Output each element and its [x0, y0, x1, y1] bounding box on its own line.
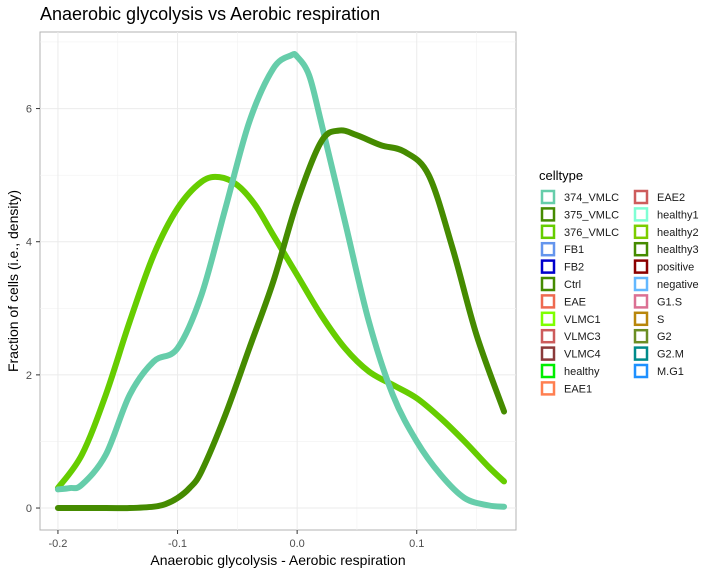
legend-label: M.G1 — [657, 366, 684, 378]
legend-key — [633, 363, 649, 379]
legend-key — [633, 189, 649, 205]
y-tick-label: 2 — [26, 370, 32, 382]
legend-label: negative — [657, 279, 699, 291]
legend-key — [633, 294, 649, 309]
legend-key — [540, 189, 556, 205]
legend-key — [540, 224, 556, 240]
legend-label: 375_VMLC — [564, 209, 619, 221]
legend-label: VLMC4 — [564, 349, 601, 361]
x-axis-ticks: -0.2 -0.1 0.0 0.1 — [48, 530, 424, 550]
density-line-374-vmlc — [54, 50, 508, 510]
legend-key — [540, 294, 556, 309]
legend-label: EAE2 — [657, 192, 685, 204]
legend-label: VLMC3 — [564, 331, 601, 343]
legend-label: VLMC1 — [564, 314, 601, 326]
legend-key — [540, 346, 556, 361]
y-tick-label: 6 — [26, 104, 32, 116]
legend: 374_VMLC 375_VMLC 376_VMLC FB1 FB2 Ctrl EAE VLM… — [540, 189, 699, 396]
legend-key — [633, 241, 649, 257]
legend-key — [540, 276, 556, 292]
legend-key — [633, 259, 649, 274]
legend-key — [540, 207, 556, 222]
density-line-375-vmlc — [54, 127, 508, 512]
legend-label: 376_VMLC — [564, 227, 619, 239]
legend-label: G1.S — [657, 296, 682, 308]
grid-lines — [40, 32, 516, 530]
legend-label: S — [657, 314, 664, 326]
legend-label: healthy3 — [657, 244, 699, 256]
legend-label: Ctrl — [564, 279, 581, 291]
legend-key — [540, 241, 556, 257]
series-layer — [54, 50, 508, 512]
legend-key — [633, 224, 649, 240]
legend-key — [633, 328, 649, 344]
legend-label: FB1 — [564, 244, 584, 256]
x-axis-label: Anaerobic glycolysis - Aerobic respirati… — [150, 552, 405, 568]
legend-label: positive — [657, 262, 694, 274]
legend-key — [540, 363, 556, 379]
legend-label: healthy1 — [657, 209, 699, 221]
legend-key — [633, 346, 649, 361]
legend-title: celltype — [539, 168, 583, 183]
legend-key — [540, 259, 556, 274]
y-axis-label: Fraction of cells (i.e., density) — [5, 190, 21, 372]
legend-key — [540, 328, 556, 344]
legend-label: healthy2 — [657, 227, 699, 239]
legend-key — [540, 311, 556, 327]
y-tick-label: 0 — [26, 503, 32, 515]
chart-title: Anaerobic glycolysis vs Aerobic respirat… — [40, 4, 380, 24]
density-line-376-vmlc — [54, 173, 508, 492]
y-tick-label: 4 — [26, 237, 32, 249]
x-tick-label: 0.0 — [289, 538, 304, 550]
x-tick-label: -0.1 — [168, 538, 187, 550]
legend-label: healthy — [564, 366, 600, 378]
legend-label: G2 — [657, 331, 672, 343]
legend-key — [540, 381, 556, 396]
legend-label: FB2 — [564, 262, 584, 274]
legend-label: 374_VMLC — [564, 192, 619, 204]
legend-key — [633, 207, 649, 222]
y-axis-ticks: 0 2 4 6 — [26, 104, 40, 515]
legend-label: EAE — [564, 296, 586, 308]
legend-key — [633, 311, 649, 327]
legend-label: EAE1 — [564, 383, 592, 395]
x-tick-label: -0.2 — [48, 538, 67, 550]
legend-key — [633, 276, 649, 292]
x-tick-label: 0.1 — [409, 538, 424, 550]
plot-panel — [39, 31, 517, 531]
legend-label: G2.M — [657, 349, 684, 361]
